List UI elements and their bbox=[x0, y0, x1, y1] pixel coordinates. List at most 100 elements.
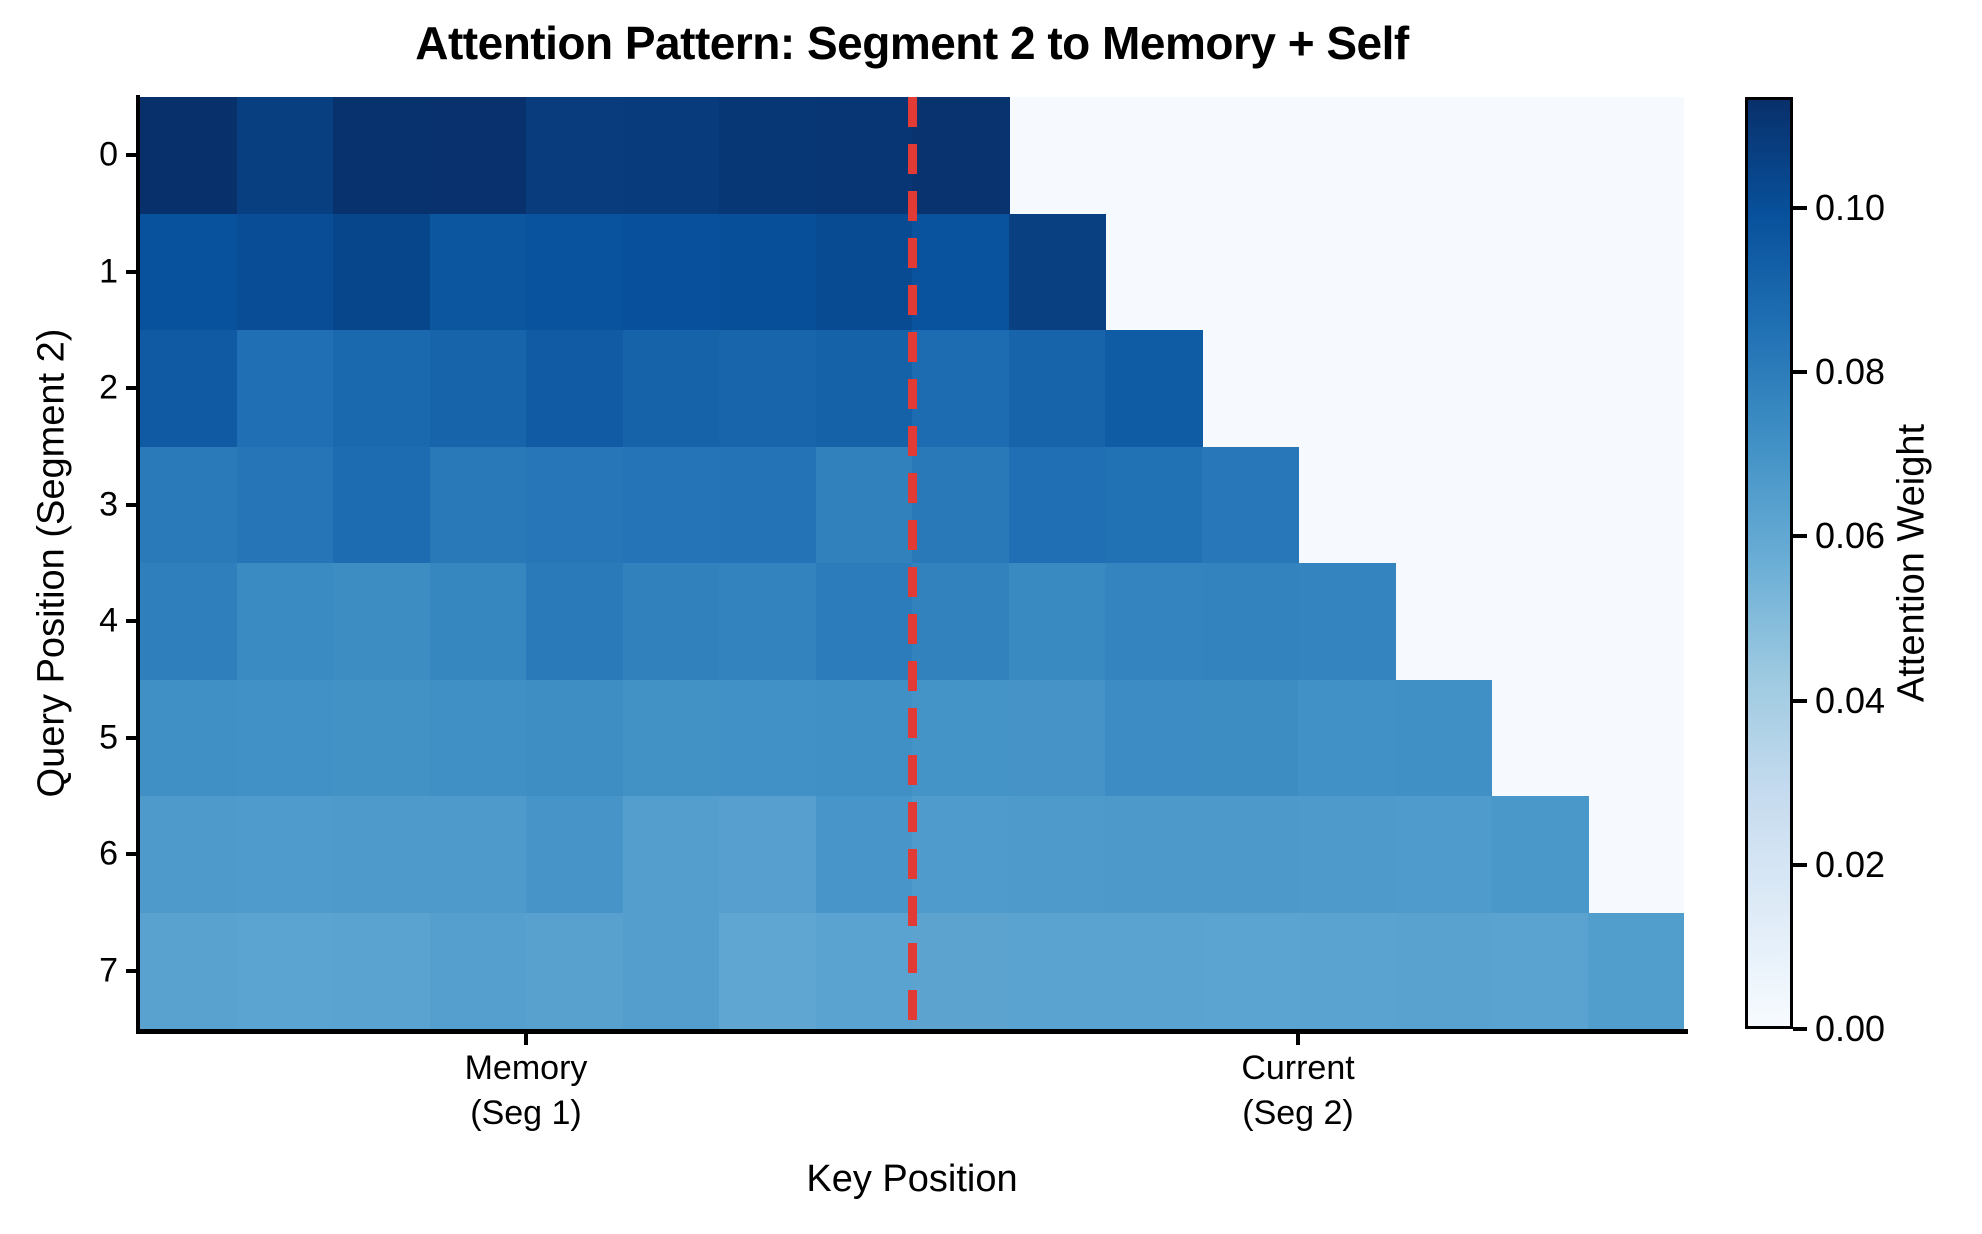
heatmap-cell bbox=[1008, 679, 1106, 797]
heatmap-cell bbox=[1105, 330, 1203, 448]
heatmap-cell bbox=[1587, 912, 1684, 1029]
x-tick-memory-line2: (Seg 1) bbox=[470, 1093, 582, 1132]
heatmap-cell bbox=[333, 330, 431, 448]
y-tick-label: 3 bbox=[99, 485, 118, 524]
heatmap-cell bbox=[429, 446, 527, 564]
heatmap-plot-area bbox=[140, 97, 1684, 1029]
heatmap-cell bbox=[719, 330, 817, 448]
chart-title: Attention Pattern: Segment 2 to Memory +… bbox=[415, 17, 1409, 69]
y-tick-label: 5 bbox=[99, 718, 118, 757]
y-tick-label: 4 bbox=[99, 601, 118, 640]
heatmap-cell bbox=[429, 912, 527, 1029]
heatmap-cell bbox=[526, 796, 624, 914]
heatmap-cell bbox=[1201, 446, 1299, 564]
heatmap-cell bbox=[429, 97, 527, 215]
heatmap-cell bbox=[526, 446, 624, 564]
heatmap-cell bbox=[333, 97, 431, 215]
heatmap-cell bbox=[429, 679, 527, 797]
heatmap-cell bbox=[912, 563, 1010, 681]
heatmap-cell bbox=[1008, 912, 1106, 1029]
colorbar-tick-label: 0.02 bbox=[1815, 843, 1886, 885]
heatmap-cell bbox=[333, 213, 431, 331]
heatmap-cell bbox=[236, 213, 334, 331]
heatmap-cell bbox=[815, 213, 913, 331]
heatmap-cell bbox=[236, 446, 334, 564]
heatmap-cell bbox=[719, 446, 817, 564]
heatmap-cell bbox=[1105, 912, 1203, 1029]
heatmap-cell bbox=[1394, 796, 1492, 914]
heatmap-cell bbox=[719, 563, 817, 681]
heatmap-cell bbox=[429, 563, 527, 681]
heatmap-cell bbox=[622, 563, 720, 681]
heatmap-cell bbox=[1491, 912, 1589, 1029]
heatmap-cell bbox=[1008, 796, 1106, 914]
heatmap-cell bbox=[526, 679, 624, 797]
x-tick-memory-line1: Memory bbox=[464, 1049, 588, 1087]
heatmap-cell bbox=[622, 97, 720, 215]
axis-tick-mark bbox=[126, 968, 140, 973]
heatmap-cell bbox=[140, 330, 238, 448]
y-axis-label: Query Position (Segment 2) bbox=[30, 328, 73, 798]
colorbar-tick-label: 0.06 bbox=[1815, 515, 1886, 557]
heatmap-cell bbox=[236, 330, 334, 448]
heatmap-cell bbox=[429, 796, 527, 914]
heatmap-cell bbox=[1201, 563, 1299, 681]
heatmap-cell bbox=[526, 213, 624, 331]
heatmap-cell bbox=[912, 213, 1010, 331]
axis-tick-mark bbox=[126, 852, 140, 857]
heatmap-cell bbox=[140, 912, 238, 1029]
heatmap-cell bbox=[236, 563, 334, 681]
heatmap-cell bbox=[333, 796, 431, 914]
heatmap-cell bbox=[140, 97, 238, 215]
y-tick-label: 0 bbox=[99, 135, 118, 174]
heatmap-cell bbox=[912, 446, 1010, 564]
axis-tick-mark bbox=[126, 269, 140, 274]
heatmap-cell bbox=[333, 446, 431, 564]
heatmap-cell bbox=[333, 679, 431, 797]
heatmap-cell bbox=[719, 912, 817, 1029]
heatmap-cell bbox=[1008, 563, 1106, 681]
heatmap-cell bbox=[815, 330, 913, 448]
heatmap-cell bbox=[912, 679, 1010, 797]
axis-tick-mark bbox=[126, 386, 140, 391]
axis-tick-mark bbox=[1793, 862, 1807, 867]
heatmap-cell bbox=[333, 912, 431, 1029]
y-tick-label: 6 bbox=[99, 834, 118, 873]
heatmap-cell bbox=[236, 97, 334, 215]
colorbar-label: Attention Weight bbox=[1890, 423, 1933, 703]
x-tick-current-line1: Current bbox=[1241, 1049, 1355, 1087]
axis-tick-mark bbox=[1793, 205, 1807, 210]
heatmap-cell bbox=[526, 330, 624, 448]
colorbar-tick-label: 0.08 bbox=[1815, 351, 1886, 393]
axis-tick-mark bbox=[126, 502, 140, 507]
x-axis-label: Key Position bbox=[806, 1158, 1018, 1200]
axis-tick-mark bbox=[126, 153, 140, 158]
heatmap-cell bbox=[1008, 446, 1106, 564]
y-axis-spine bbox=[136, 95, 140, 1033]
heatmap-cell bbox=[1008, 330, 1106, 448]
colorbar bbox=[1745, 97, 1793, 1029]
heatmap-cell bbox=[912, 330, 1010, 448]
axis-tick-mark bbox=[1793, 370, 1807, 375]
heatmap-cell bbox=[622, 912, 720, 1029]
x-axis-spine bbox=[136, 1029, 1688, 1034]
heatmap-cell bbox=[236, 679, 334, 797]
heatmap-cell bbox=[1298, 912, 1396, 1029]
heatmap-cell bbox=[815, 912, 913, 1029]
heatmap-cell bbox=[1105, 796, 1203, 914]
heatmap-cell bbox=[236, 912, 334, 1029]
y-tick-label: 2 bbox=[99, 368, 118, 407]
heatmap-cell bbox=[526, 97, 624, 215]
colorbar-tick-label: 0.10 bbox=[1815, 186, 1886, 228]
heatmap-cell bbox=[815, 97, 913, 215]
colorbar-tick-label: 0.04 bbox=[1815, 679, 1886, 721]
heatmap-cell bbox=[526, 912, 624, 1029]
heatmap-cell bbox=[622, 330, 720, 448]
heatmap-cell bbox=[429, 213, 527, 331]
heatmap-cell bbox=[140, 213, 238, 331]
heatmap-cell bbox=[1008, 213, 1106, 331]
heatmap-cell bbox=[622, 796, 720, 914]
heatmap-cell bbox=[1105, 446, 1203, 564]
heatmap-cell bbox=[912, 796, 1010, 914]
heatmap-cell bbox=[236, 796, 334, 914]
